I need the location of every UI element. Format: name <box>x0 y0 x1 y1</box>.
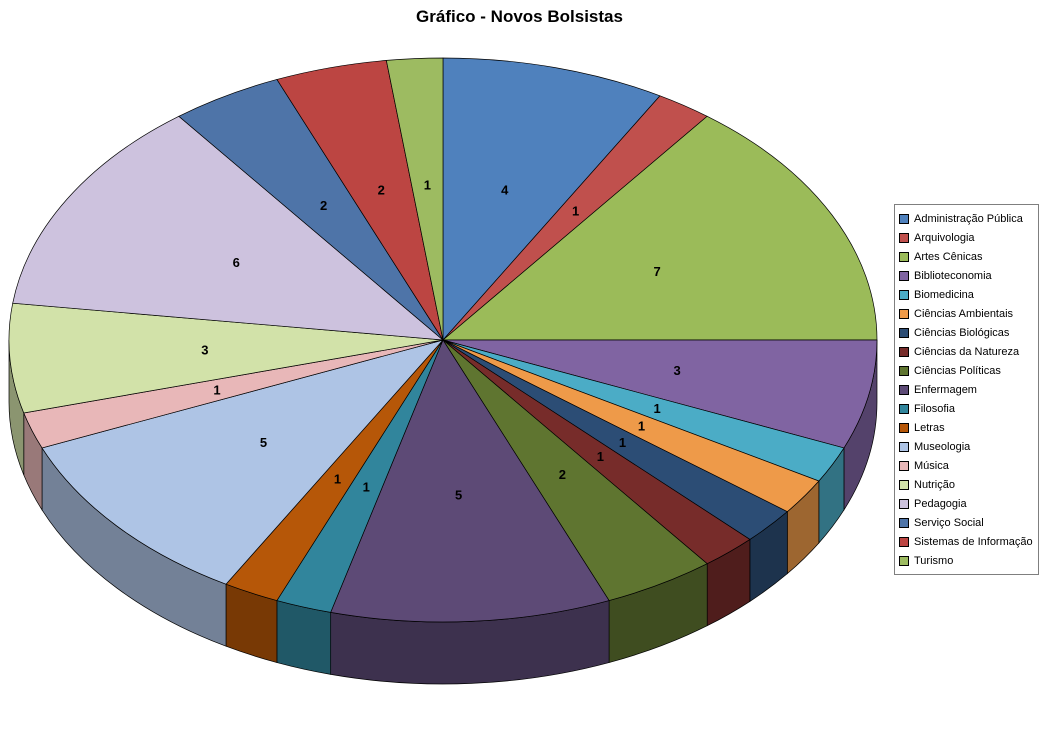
slice-label: 4 <box>501 183 509 198</box>
legend-swatch <box>899 479 909 490</box>
legend: Administração Pública Arquivologia Artes C… <box>894 204 1039 575</box>
legend-item: Sistemas de Informação <box>899 532 1033 551</box>
legend-item: Biblioteconomia <box>899 266 1033 285</box>
legend-label: Ciências Ambientais <box>914 307 1014 320</box>
legend-label: Música <box>914 459 949 472</box>
pie-slice-wall <box>276 600 332 675</box>
legend-swatch <box>899 346 909 357</box>
slice-label: 1 <box>424 178 431 193</box>
legend-swatch <box>899 422 909 433</box>
slice-label: 3 <box>201 343 208 358</box>
slice-label: 1 <box>597 449 604 464</box>
slice-label: 5 <box>455 487 462 502</box>
legend-item: Administração Pública <box>899 209 1033 228</box>
pie-slice <box>442 339 878 449</box>
legend-label: Letras <box>914 421 945 434</box>
pie-slice <box>385 57 444 341</box>
slice-label: 1 <box>334 472 341 487</box>
legend-item: Ciências Biológicas <box>899 323 1033 342</box>
slice-label: 1 <box>363 479 370 494</box>
legend-swatch <box>899 232 909 243</box>
legend-item: Nutrição <box>899 475 1033 494</box>
legend-item: Enfermagem <box>899 380 1033 399</box>
legend-label: Biblioteconomia <box>914 269 992 282</box>
pie-slice <box>442 115 878 341</box>
legend-item: Turismo <box>899 551 1033 570</box>
slice-label: 1 <box>213 382 220 397</box>
legend-swatch <box>899 536 909 547</box>
legend-item: Ciências Políticas <box>899 361 1033 380</box>
legend-swatch <box>899 289 909 300</box>
legend-swatch <box>899 441 909 452</box>
legend-label: Biomedicina <box>914 288 974 301</box>
slice-label: 1 <box>619 435 626 450</box>
pie-slice <box>8 302 444 414</box>
legend-label: Pedagogia <box>914 497 967 510</box>
legend-label: Arquivologia <box>914 231 975 244</box>
legend-swatch <box>899 555 909 566</box>
slice-label: 5 <box>260 435 267 450</box>
legend-item: Ciências da Natureza <box>899 342 1033 361</box>
legend-item: Pedagogia <box>899 494 1033 513</box>
legend-item: Letras <box>899 418 1033 437</box>
pie-slice <box>442 57 661 341</box>
slice-label: 6 <box>233 255 240 270</box>
slice-label: 7 <box>653 264 660 279</box>
legend-swatch <box>899 270 909 281</box>
legend-item: Museologia <box>899 437 1033 456</box>
legend-item: Filosofia <box>899 399 1033 418</box>
legend-item: Serviço Social <box>899 513 1033 532</box>
legend-label: Ciências da Natureza <box>914 345 1020 358</box>
legend-item: Arquivologia <box>899 228 1033 247</box>
slice-label: 2 <box>378 183 385 198</box>
legend-swatch <box>899 403 909 414</box>
legend-label: Artes Cênicas <box>914 250 983 263</box>
pie-slice <box>12 115 445 341</box>
legend-label: Ciências Biológicas <box>914 326 1010 339</box>
chart-title: Gráfico - Novos Bolsistas <box>416 7 623 26</box>
legend-label: Serviço Social <box>914 516 984 529</box>
legend-label: Filosofia <box>914 402 955 415</box>
legend-swatch <box>899 498 909 509</box>
pie-slice <box>41 339 445 585</box>
legend-swatch <box>899 365 909 376</box>
legend-swatch <box>899 308 909 319</box>
legend-label: Sistemas de Informação <box>914 535 1033 548</box>
slice-label: 2 <box>320 198 327 213</box>
legend-swatch <box>899 460 909 471</box>
slice-label: 1 <box>638 419 645 434</box>
legend-label: Nutrição <box>914 478 955 491</box>
legend-item: Ciências Ambientais <box>899 304 1033 323</box>
slice-label: 1 <box>572 204 579 219</box>
legend-swatch <box>899 213 909 224</box>
legend-label: Museologia <box>914 440 971 453</box>
legend-item: Artes Cênicas <box>899 247 1033 266</box>
legend-item: Música <box>899 456 1033 475</box>
legend-swatch <box>899 517 909 528</box>
legend-swatch <box>899 327 909 338</box>
legend-label: Administração Pública <box>914 212 1023 225</box>
legend-swatch <box>899 251 909 262</box>
legend-item: Biomedicina <box>899 285 1033 304</box>
legend-label: Turismo <box>914 554 954 567</box>
slice-label: 1 <box>653 401 660 416</box>
slice-label: 3 <box>673 363 680 378</box>
legend-swatch <box>899 384 909 395</box>
legend-label: Ciências Políticas <box>914 364 1001 377</box>
legend-label: Enfermagem <box>914 383 977 396</box>
pie-slice <box>330 339 610 623</box>
slice-label: 2 <box>559 467 566 482</box>
